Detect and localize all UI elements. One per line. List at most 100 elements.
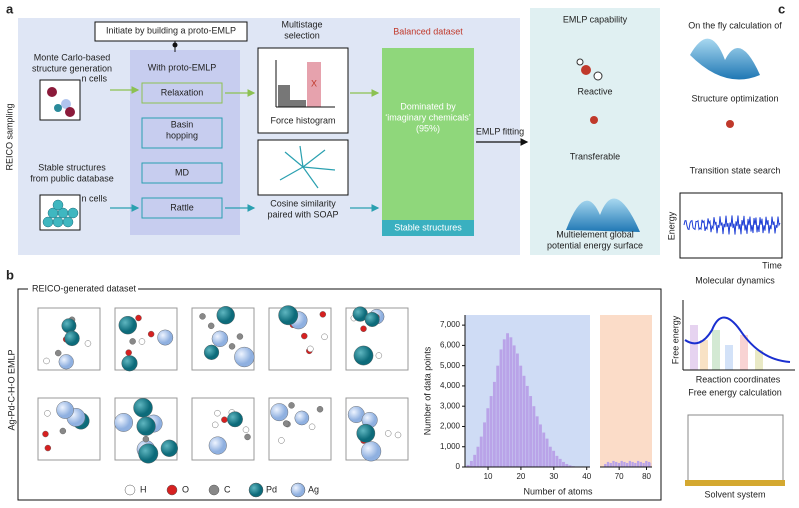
cell: [268, 397, 332, 461]
label: 10: [484, 472, 493, 481]
arrows: [110, 86, 529, 212]
cell: [37, 397, 101, 461]
label: Ag: [308, 484, 319, 494]
icon: [42, 199, 79, 228]
bar: [645, 460, 648, 467]
atom: [136, 416, 156, 436]
atom: [44, 410, 51, 417]
label: Transferable: [570, 151, 620, 161]
cell: [191, 397, 255, 461]
panel-b-frame: [17, 288, 662, 501]
atom: [242, 426, 250, 433]
bar: [555, 455, 559, 467]
legend-swatch: [248, 482, 264, 498]
method-box: [141, 197, 223, 219]
title-bg: [28, 283, 138, 295]
bar: [609, 462, 612, 467]
icon: [307, 62, 321, 107]
label: b: [6, 267, 14, 282]
atom: [138, 338, 146, 345]
method-box: [141, 162, 223, 184]
bar: [558, 458, 562, 467]
atom: [228, 343, 236, 350]
atom: [114, 413, 133, 432]
bar: [496, 365, 500, 467]
bar: [469, 460, 473, 467]
atom: [270, 403, 289, 422]
label: 7,000: [440, 320, 461, 329]
label: Stable structures: [394, 222, 462, 232]
label: 30: [549, 472, 558, 481]
bar: [522, 375, 526, 467]
cell: [114, 307, 178, 371]
atom: [221, 416, 228, 423]
atom: [361, 441, 382, 462]
atom: [319, 311, 327, 318]
atom: [278, 437, 285, 444]
fe-curve: [684, 316, 791, 363]
fe-bars: [690, 325, 763, 370]
bar: [647, 461, 651, 467]
bar: [634, 462, 637, 467]
atom: [214, 409, 221, 417]
bar: [539, 424, 542, 467]
label: Force histogram: [270, 115, 335, 125]
hist-band: [600, 315, 652, 467]
bar: [525, 385, 529, 467]
icon: [65, 107, 75, 117]
atom: [234, 346, 255, 368]
bar: [479, 436, 483, 467]
legend-swatch: [166, 484, 178, 496]
method-box: [141, 117, 223, 149]
bar: [639, 461, 643, 467]
atom: [138, 443, 159, 464]
atom: [211, 330, 229, 347]
label: c: [778, 1, 785, 16]
bar: [519, 365, 523, 467]
label: Initiate by building a proto-EMLP: [106, 25, 236, 35]
label: 80: [642, 472, 651, 481]
atom: [64, 330, 80, 347]
atom: [199, 313, 206, 320]
atom: [157, 329, 174, 346]
label: a: [6, 1, 14, 16]
bar: [606, 461, 610, 467]
label: EMLP capability: [563, 14, 628, 24]
bar: [542, 432, 546, 467]
bar: [617, 462, 621, 467]
label: Pd: [266, 484, 277, 494]
label: structure generation: [32, 63, 112, 73]
atom: [316, 406, 324, 413]
label: Stable structures: [38, 162, 106, 172]
bar: [486, 408, 490, 467]
bar: [535, 416, 539, 467]
label: On the fly calculation of: [688, 20, 782, 30]
bar: [489, 396, 493, 467]
bar: [492, 381, 496, 467]
label: 20: [516, 472, 525, 481]
bar: [626, 462, 629, 467]
label: 6,000: [440, 341, 461, 350]
bar: [552, 450, 556, 467]
label: Dominated by: [400, 101, 456, 111]
atom: [278, 305, 299, 326]
label: Ag-Pd-C-H-O EMLP: [6, 349, 16, 430]
label: MD: [175, 167, 189, 177]
label: hopping: [166, 130, 198, 140]
label: from public database: [30, 173, 114, 183]
fe-box: [680, 310, 790, 370]
label: 0: [456, 462, 461, 471]
icon: [290, 100, 306, 107]
md-trace: [683, 215, 781, 235]
bar: [548, 446, 552, 467]
label: Rattle: [170, 202, 194, 212]
solvent-box: [687, 414, 784, 486]
surface: [685, 480, 785, 486]
bar: [473, 454, 477, 467]
atom: [216, 306, 235, 325]
bar: [529, 396, 533, 467]
bar: [620, 460, 623, 467]
label: paired with SOAP: [267, 209, 338, 219]
legend-swatch: [290, 482, 306, 498]
